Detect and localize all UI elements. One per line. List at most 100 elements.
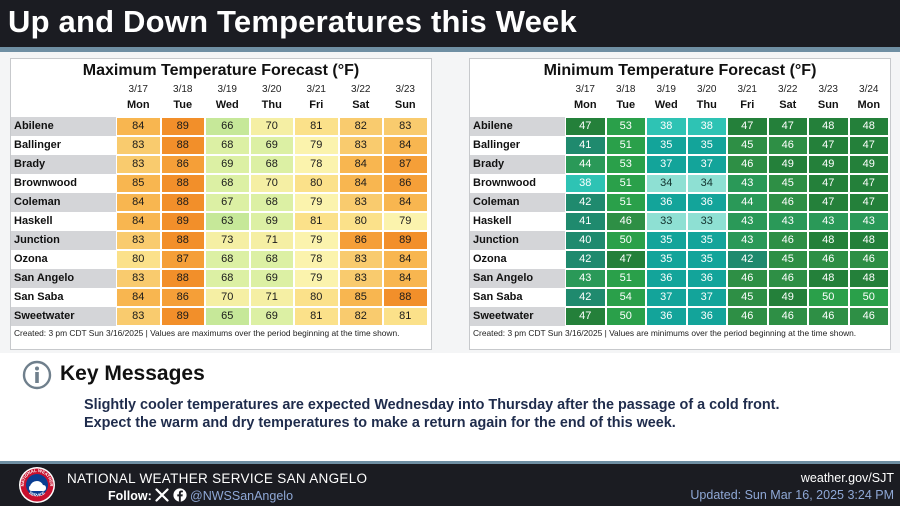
min-temp-cell: 50 (606, 308, 645, 325)
min-temp-cell: 46 (768, 232, 807, 249)
max-temp-cell: 67 (206, 194, 249, 211)
min-day-header: Sat (779, 99, 797, 111)
max-temp-cell: 84 (117, 213, 160, 230)
min-temp-cell: 46 (849, 251, 888, 268)
min-temp-cell: 43 (809, 213, 848, 230)
max-temp-cell: 69 (206, 156, 249, 173)
min-temp-cell: 35 (687, 137, 726, 154)
max-temp-cell: 69 (250, 270, 293, 287)
max-temp-cell: 68 (206, 137, 249, 154)
max-temp-cell: 80 (295, 289, 338, 306)
max-temp-cell: 70 (206, 289, 249, 306)
max-temp-cell: 79 (295, 194, 338, 211)
key-message-line-2: Expect the warm and dry temperatures to … (84, 415, 676, 431)
office-name: NATIONAL WEATHER SERVICE SAN ANGELO (67, 471, 368, 486)
min-temp-cell: 48 (849, 270, 888, 287)
min-temp-cell: 35 (647, 137, 686, 154)
max-day-header: Sat (352, 99, 370, 111)
min-city-label: Sweetwater (470, 307, 565, 326)
max-temp-cell: 71 (250, 289, 293, 306)
max-city-label: San Angelo (11, 269, 116, 288)
min-day-header: Mon (857, 99, 881, 111)
min-day-header: Sun (817, 99, 839, 111)
min-temp-cell: 47 (728, 118, 767, 135)
min-temp-cell: 43 (768, 213, 807, 230)
max-temp-cell: 88 (161, 194, 204, 211)
min-temp-cell: 42 (566, 251, 605, 268)
min-temp-cell: 49 (768, 156, 807, 173)
min-temp-cell: 47 (606, 251, 645, 268)
max-forecast-title: Maximum Temperature Forecast (°F) (82, 62, 360, 79)
min-temp-cell: 47 (809, 137, 848, 154)
min-temperature-panel: Minimum Temperature Forecast (°F) Create… (469, 58, 891, 350)
min-temp-cell: 50 (849, 289, 888, 306)
min-temp-cell: 46 (849, 308, 888, 325)
min-temp-cell: 47 (566, 308, 605, 325)
social-handle[interactable]: @NWSSanAngelo (190, 489, 294, 503)
key-messages-heading: Key Messages (60, 362, 205, 385)
max-temp-cell: 84 (384, 270, 427, 287)
max-city-label: Ballinger (14, 139, 62, 151)
min-temp-cell: 41 (566, 213, 605, 230)
max-temperature-panel: Maximum Temperature Forecast (°F) Create… (10, 58, 432, 350)
min-temp-cell: 47 (566, 118, 605, 135)
min-day-header: Mon (573, 99, 597, 111)
min-temp-cell: 46 (728, 156, 767, 173)
max-temp-cell: 86 (161, 289, 204, 306)
min-temp-cell: 43 (728, 175, 767, 192)
min-temp-cell: 37 (687, 289, 726, 306)
min-temp-cell: 34 (647, 175, 686, 192)
min-temp-cell: 51 (606, 270, 645, 287)
min-temp-cell: 33 (647, 213, 686, 230)
max-temp-cell: 82 (339, 308, 382, 325)
min-temp-cell: 43 (849, 213, 888, 230)
info-icon (22, 360, 52, 390)
x-social-icon[interactable] (155, 488, 169, 502)
max-date-header: 3/20 (262, 84, 282, 95)
min-city-label: Brownwood (473, 177, 536, 189)
min-temp-cell: 35 (647, 251, 686, 268)
min-temp-cell: 34 (687, 175, 726, 192)
min-temp-cell: 45 (768, 251, 807, 268)
min-temp-cell: 47 (849, 137, 888, 154)
min-temp-cell: 46 (768, 194, 807, 211)
max-day-header: Wed (215, 99, 239, 111)
min-temp-cell: 51 (606, 194, 645, 211)
max-temp-cell: 83 (117, 308, 160, 325)
max-city-label: Junction (11, 231, 116, 250)
max-temp-cell: 89 (161, 213, 204, 230)
max-city-label: Brady (11, 155, 116, 174)
max-temp-cell: 87 (161, 251, 204, 268)
nws-logo-icon[interactable]: NATIONAL WEATHER SERVICE (18, 466, 56, 504)
max-temp-cell: 84 (117, 118, 160, 135)
min-temp-cell: 46 (728, 270, 767, 287)
max-temp-cell: 88 (161, 175, 204, 192)
max-city-label: Ozona (14, 253, 48, 265)
max-day-header: Thu (261, 99, 282, 111)
max-temp-cell: 83 (117, 270, 160, 287)
min-temp-cell: 50 (606, 232, 645, 249)
min-temp-cell: 53 (606, 118, 645, 135)
max-city-label: Brownwood (14, 177, 77, 189)
max-temp-cell: 68 (206, 175, 249, 192)
min-temp-cell: 46 (809, 251, 848, 268)
website-link[interactable]: weather.gov/SJT (800, 471, 894, 485)
max-date-header: 3/23 (395, 84, 415, 95)
key-message-line-1: Slightly cooler temperatures are expecte… (84, 397, 780, 413)
min-temp-cell: 46 (606, 213, 645, 230)
min-day-header: Fri (740, 99, 755, 111)
max-temp-cell: 84 (117, 289, 160, 306)
max-temp-cell: 70 (250, 118, 293, 135)
max-temp-cell: 88 (161, 232, 204, 249)
max-date-header: 3/21 (306, 84, 326, 95)
max-temp-cell: 65 (206, 308, 249, 325)
min-city-label: Junction (470, 231, 565, 250)
max-temp-cell: 83 (117, 232, 160, 249)
min-temp-cell: 50 (809, 289, 848, 306)
max-temp-cell: 81 (295, 213, 338, 230)
facebook-icon[interactable] (173, 488, 187, 502)
max-temp-cell: 83 (384, 118, 427, 135)
min-temp-cell: 51 (606, 137, 645, 154)
max-temp-cell: 84 (384, 194, 427, 211)
min-temp-cell: 48 (809, 232, 848, 249)
